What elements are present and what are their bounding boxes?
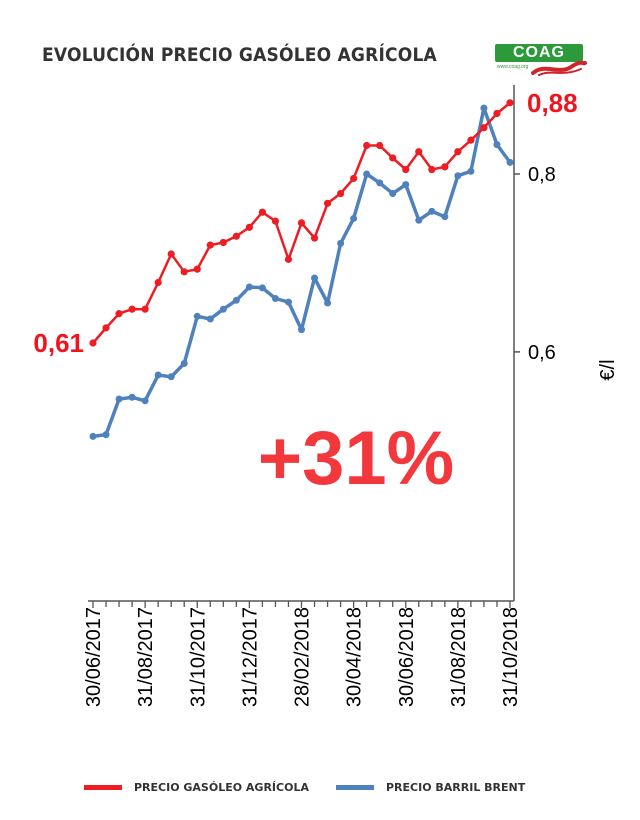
data-point-brent bbox=[376, 179, 384, 187]
x-tick-label: 30/04/2018 bbox=[344, 607, 366, 707]
data-point-brent bbox=[206, 315, 214, 323]
legend-label-brent: PRECIO BARRIL BRENT bbox=[386, 780, 526, 794]
legend-item-gasoleo: PRECIO GASÓLEO AGRÍCOLA bbox=[84, 777, 309, 797]
x-tick-label: 30/06/2017 bbox=[83, 607, 105, 707]
x-tick-label: 30/06/2018 bbox=[396, 607, 418, 707]
data-point-brent bbox=[271, 295, 279, 303]
data-point-gasoleo bbox=[493, 109, 501, 118]
data-point-brent bbox=[128, 393, 136, 401]
data-point-brent bbox=[441, 213, 449, 221]
x-tick-label: 31/08/2017 bbox=[135, 607, 157, 707]
data-point-brent bbox=[402, 181, 410, 189]
data-point-brent bbox=[454, 172, 462, 180]
y-axis-label: €/l bbox=[597, 359, 619, 380]
legend-swatch-gasoleo bbox=[84, 784, 122, 790]
data-point-brent bbox=[115, 395, 123, 403]
x-tick-label: 31/12/2017 bbox=[239, 607, 261, 707]
data-point-gasoleo bbox=[180, 268, 188, 276]
data-point-gasoleo bbox=[193, 265, 201, 273]
data-point-gasoleo bbox=[154, 278, 162, 287]
data-point-brent bbox=[102, 431, 110, 439]
data-point-brent bbox=[324, 299, 332, 307]
data-point-gasoleo bbox=[232, 232, 240, 240]
x-ticks: 30/06/2017 31/08/2017 31/10/2017 31/12/2017… bbox=[83, 601, 522, 707]
data-point-gasoleo bbox=[506, 99, 514, 107]
data-point-gasoleo bbox=[89, 339, 97, 347]
data-point-brent bbox=[245, 283, 253, 291]
data-point-gasoleo bbox=[297, 219, 306, 227]
legend-item-brent: PRECIO BARRIL BRENT bbox=[336, 777, 525, 797]
x-tick-label: 31/10/2018 bbox=[500, 607, 522, 707]
data-point-gasoleo bbox=[245, 223, 253, 231]
y-tick-label: 0,6 bbox=[528, 342, 556, 364]
end-value-label: 0,88 bbox=[527, 88, 578, 118]
data-point-brent bbox=[389, 190, 397, 198]
coag-logo: COAG www.coag.org bbox=[495, 44, 587, 78]
data-point-brent bbox=[154, 371, 162, 379]
data-point-brent bbox=[167, 373, 175, 381]
coag-logo-wordmark: COAG bbox=[495, 44, 583, 62]
data-point-gasoleo bbox=[389, 154, 397, 162]
data-point-brent bbox=[298, 326, 305, 334]
data-point-brent bbox=[219, 305, 227, 313]
plot-lines bbox=[89, 99, 514, 440]
data-point-brent bbox=[284, 298, 292, 306]
logo-swash-icon bbox=[531, 61, 587, 76]
series-line-brent bbox=[92, 106, 512, 439]
x-tick-label: 31/10/2017 bbox=[187, 607, 209, 707]
chart-title: EVOLUCIÓN PRECIO GASÓLEO AGRÍCOLA bbox=[42, 44, 437, 66]
data-point-gasoleo bbox=[310, 234, 319, 242]
data-point-brent bbox=[428, 207, 436, 215]
data-point-gasoleo bbox=[102, 324, 110, 332]
data-point-gasoleo bbox=[219, 238, 227, 247]
data-point-brent bbox=[467, 167, 475, 175]
data-point-brent bbox=[311, 274, 319, 282]
data-point-gasoleo bbox=[415, 148, 423, 156]
change-percentage: +31% bbox=[258, 416, 455, 501]
data-point-brent bbox=[258, 284, 266, 292]
data-point-gasoleo bbox=[206, 241, 214, 249]
data-point-gasoleo bbox=[363, 141, 371, 150]
coag-logo-url: www.coag.org bbox=[497, 64, 529, 70]
data-point-gasoleo bbox=[284, 255, 293, 263]
data-point-gasoleo bbox=[428, 165, 436, 174]
data-point-gasoleo bbox=[128, 305, 136, 313]
data-point-brent bbox=[363, 170, 371, 178]
data-point-gasoleo bbox=[441, 163, 449, 171]
data-point-gasoleo bbox=[141, 305, 149, 313]
data-point-brent bbox=[232, 296, 240, 304]
y-ticks: 0,6 0,8 bbox=[514, 164, 556, 364]
data-point-brent bbox=[415, 216, 423, 224]
data-point-brent bbox=[480, 104, 488, 112]
data-point-gasoleo bbox=[271, 217, 280, 225]
data-point-gasoleo bbox=[454, 148, 462, 156]
start-value-label: 0,61 bbox=[33, 328, 84, 358]
y-tick-label: 0,8 bbox=[528, 164, 556, 186]
x-tick-label: 31/08/2018 bbox=[448, 607, 470, 707]
data-point-brent bbox=[193, 312, 201, 320]
data-point-gasoleo bbox=[480, 124, 488, 132]
data-point-brent bbox=[337, 239, 345, 247]
data-point-gasoleo bbox=[402, 165, 410, 174]
data-point-brent bbox=[350, 214, 358, 222]
data-point-gasoleo bbox=[323, 199, 332, 207]
data-point-brent bbox=[180, 359, 188, 367]
data-point-brent bbox=[493, 141, 501, 149]
data-point-gasoleo bbox=[350, 174, 358, 183]
data-point-gasoleo bbox=[167, 250, 175, 258]
legend-label-gasoleo: PRECIO GASÓLEO AGRÍCOLA bbox=[134, 780, 309, 794]
data-point-brent bbox=[506, 158, 514, 166]
data-point-brent bbox=[141, 397, 149, 405]
data-point-brent bbox=[89, 432, 97, 440]
x-tick-label: 28/02/2018 bbox=[292, 607, 314, 707]
data-point-gasoleo bbox=[115, 310, 123, 318]
legend-swatch-brent bbox=[336, 784, 374, 790]
data-point-gasoleo bbox=[258, 208, 267, 216]
data-point-gasoleo bbox=[376, 141, 384, 150]
data-point-gasoleo bbox=[467, 136, 475, 144]
data-point-gasoleo bbox=[336, 189, 345, 198]
